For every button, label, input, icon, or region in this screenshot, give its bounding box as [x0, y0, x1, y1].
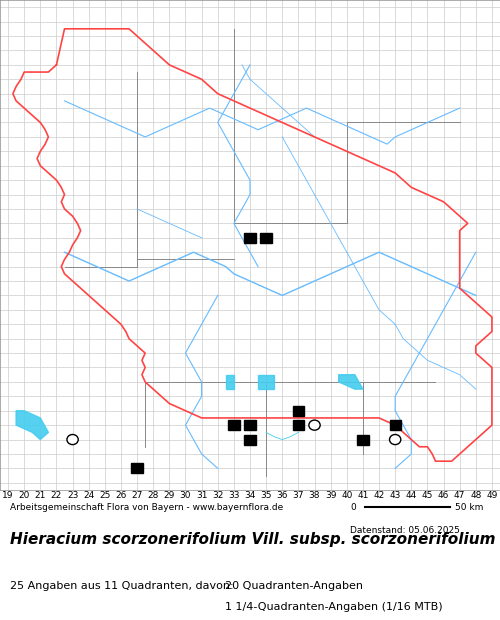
Bar [358, 435, 368, 445]
Bar [244, 420, 256, 430]
Polygon shape [338, 374, 363, 389]
Text: 1 1/4-Quadranten-Angaben (1/16 MTB): 1 1/4-Quadranten-Angaben (1/16 MTB) [225, 602, 442, 612]
Bar [292, 420, 304, 430]
Circle shape [309, 420, 320, 430]
Bar [132, 463, 142, 474]
Bar [228, 420, 239, 430]
Polygon shape [258, 374, 274, 389]
Text: 20 Quadranten-Angaben: 20 Quadranten-Angaben [225, 581, 363, 591]
Polygon shape [226, 374, 234, 389]
Bar [244, 232, 256, 243]
Circle shape [67, 435, 78, 445]
Bar [390, 420, 401, 430]
Bar [292, 405, 304, 416]
Bar [260, 232, 272, 243]
Text: Datenstand: 05.06.2025: Datenstand: 05.06.2025 [350, 526, 460, 536]
Text: 50 km: 50 km [455, 503, 484, 512]
Text: 25 Angaben aus 11 Quadranten, davon:: 25 Angaben aus 11 Quadranten, davon: [10, 581, 234, 591]
Circle shape [390, 435, 401, 445]
Polygon shape [16, 410, 48, 440]
Text: Arbeitsgemeinschaft Flora von Bayern - www.bayernflora.de: Arbeitsgemeinschaft Flora von Bayern - w… [10, 503, 283, 512]
Text: 0: 0 [350, 503, 356, 512]
Bar [244, 435, 256, 445]
Text: Hieracium scorzonerifolium Vill. subsp. scorzonerifolium: Hieracium scorzonerifolium Vill. subsp. … [10, 531, 496, 547]
